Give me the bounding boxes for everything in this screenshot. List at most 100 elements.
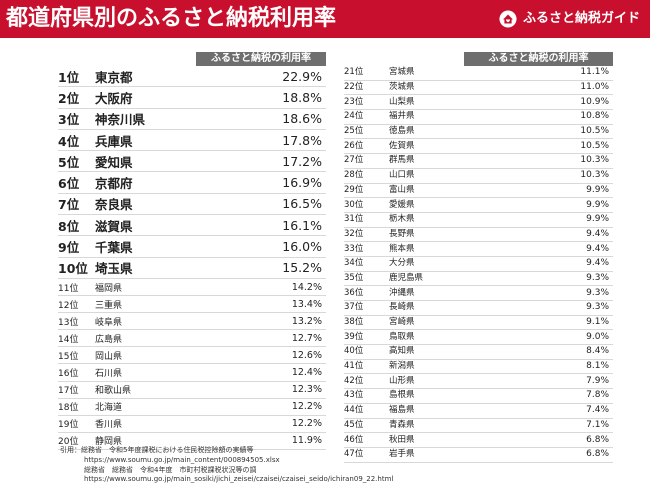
rate-cell: 17.2% [196,150,326,173]
prefecture-cell: 石川県 [95,363,196,382]
prefecture-cell: 島根県 [389,388,464,404]
ranking-table-right: ふるさと納税の利用率 21位 宮城県 11.1% 22位 茨城県 11.0% 23位 山梨県 1… [344,52,613,463]
prefecture-cell: 山口県 [389,168,464,184]
rate-cell: 6.8% [464,447,613,463]
rank-cell: 30位 [344,197,389,213]
rate-cell: 16.9% [196,171,326,194]
table-row: 3位 神奈川県 18.6% [58,108,326,130]
prefecture-cell: 宮崎県 [389,315,464,331]
source-url[interactable]: https://www.soumu.go.jp/main_content/000… [84,455,280,464]
rank-cell: 31位 [344,212,389,228]
rank-cell: 11位 [58,278,95,297]
table-row: 31位 栃木県 9.9% [344,212,613,228]
rate-cell: 12.6% [196,346,326,365]
table-row: 43位 島根県 7.8% [344,388,613,404]
rate-cell: 13.4% [196,295,326,314]
table-row: 45位 青森県 7.1% [344,418,613,434]
table-row: 23位 山梨県 10.9% [344,94,613,111]
brand[interactable]: ふるさと納税ガイド [499,9,640,29]
rate-cell: 11.1% [464,66,613,81]
rank-cell: 4位 [58,129,95,152]
rank-cell: 5位 [58,150,95,173]
source-line: 引用：総務省 令和5年度課税における住民税控除額の実績等 [60,446,254,454]
rank-cell: 42位 [344,373,389,390]
table-row: 33位 熊本県 9.4% [344,241,613,257]
rank-cell: 27位 [344,153,389,169]
prefecture-cell: 沖縄県 [389,285,464,301]
source-url[interactable]: https://www.soumu.go.jp/main_sosiki/jich… [84,475,394,484]
rate-cell: 9.4% [464,241,613,257]
rank-cell: 17位 [58,381,95,399]
prefecture-cell: 京都府 [95,171,196,194]
table-row: 44位 福島県 7.4% [344,403,613,419]
rank-cell: 39位 [344,329,389,346]
table-row: 47位 岩手県 6.8% [344,447,613,463]
table-row: 6位 京都府 16.9% [58,171,326,194]
rate-cell: 10.3% [464,153,613,169]
rank-cell: 29位 [344,183,389,199]
rate-cell: 16.1% [196,214,326,237]
rank-cell: 12位 [58,295,95,314]
page-header: 都道府県別のふるさと納税利用率 ふるさと納税ガイド [0,0,650,38]
prefecture-cell: 茨城県 [389,80,464,96]
source-line: 総務省 総務省 令和4年度 市町村税課税状況等の調 [84,465,257,474]
prefecture-cell: 香川県 [95,415,196,433]
table-row: 13位 岐阜県 13.2% [58,312,326,331]
rank-cell: 40位 [344,344,389,360]
prefecture-cell: 高知県 [389,344,464,360]
table-row: 15位 岡山県 12.6% [58,346,326,365]
rate-cell: 9.4% [464,227,613,243]
rate-cell: 12.2% [196,415,326,433]
table-row: 21位 宮城県 11.1% [344,66,613,81]
rate-cell: 9.9% [464,212,613,228]
prefecture-cell: 岡山県 [95,346,196,365]
rank-cell: 9位 [58,235,95,258]
rate-cell: 9.3% [464,285,613,301]
table-row: 41位 新潟県 8.1% [344,359,613,375]
rate-cell: 10.5% [464,124,613,140]
rank-cell: 15位 [58,346,95,365]
brand-name: ふるさと納税ガイド [522,11,640,26]
prefecture-cell: 山形県 [389,373,464,390]
rate-cell: 12.7% [196,329,326,348]
rate-cell: 16.5% [196,193,326,216]
table-row: 40位 高知県 8.4% [344,344,613,360]
table-row: 10位 埼玉県 15.2% [58,257,326,279]
prefecture-cell: 広島県 [95,329,196,348]
rate-cell: 10.5% [464,138,613,155]
rank-cell: 7位 [58,193,95,216]
rank-cell: 20位 [58,432,95,450]
rank-cell: 22位 [344,80,389,96]
rank-cell: 14位 [58,329,95,348]
table-row: 25位 徳島県 10.5% [344,124,613,140]
rank-cell: 47位 [344,447,389,463]
rank-cell: 36位 [344,285,389,301]
table-row: 34位 大分県 9.4% [344,256,613,272]
table-row: 4位 兵庫県 17.8% [58,129,326,152]
header-spacer [344,52,464,66]
prefecture-cell: 静岡県 [95,432,196,450]
rate-cell: 22.9% [196,66,326,88]
prefecture-cell: 栃木県 [389,212,464,228]
rate-cell: 15.2% [196,257,326,279]
rank-cell: 23位 [344,94,389,111]
rate-cell: 9.3% [464,271,613,287]
rank-cell: 21位 [344,66,389,81]
rate-cell: 9.9% [464,197,613,213]
rank-cell: 43位 [344,388,389,404]
rate-cell: 11.9% [196,432,326,450]
rank-cell: 3位 [58,108,95,130]
rank-cell: 16位 [58,363,95,382]
prefecture-cell: 鹿児島県 [389,271,464,287]
prefecture-cell: 岩手県 [389,447,464,463]
house-heart-icon [499,10,517,28]
rate-cell: 9.1% [464,315,613,331]
rate-cell: 8.1% [464,359,613,375]
table-row: 28位 山口県 10.3% [344,168,613,184]
rank-cell: 26位 [344,138,389,155]
rank-cell: 45位 [344,418,389,434]
table-row: 22位 茨城県 11.0% [344,80,613,96]
table-row: 39位 鳥取県 9.0% [344,329,613,346]
rank-cell: 38位 [344,315,389,331]
table-row: 37位 長崎県 9.3% [344,300,613,316]
